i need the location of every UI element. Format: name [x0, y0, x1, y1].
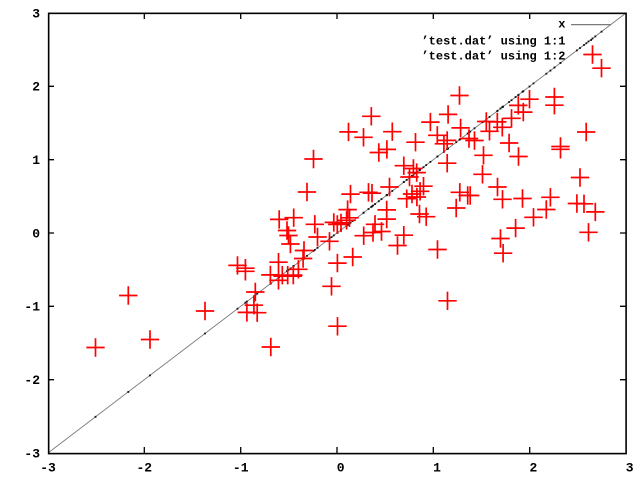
- svg-text:-3: -3: [24, 446, 40, 461]
- svg-text:-3: -3: [40, 460, 56, 475]
- svg-text:2: 2: [32, 80, 40, 95]
- svg-text:-2: -2: [136, 460, 152, 475]
- svg-text:1: 1: [32, 153, 40, 168]
- svg-text:0: 0: [32, 226, 40, 241]
- svg-text:-2: -2: [24, 373, 40, 388]
- svg-text:x: x: [558, 18, 565, 32]
- svg-text:’test.dat’ using 1:1: ’test.dat’ using 1:1: [421, 34, 565, 48]
- svg-text:0: 0: [337, 460, 345, 475]
- svg-text:’test.dat’ using 1:2: ’test.dat’ using 1:2: [421, 50, 565, 64]
- svg-text:3: 3: [32, 6, 40, 21]
- svg-text:-1: -1: [24, 300, 40, 315]
- svg-text:1: 1: [433, 460, 441, 475]
- svg-text:2: 2: [529, 460, 537, 475]
- svg-text:-1: -1: [233, 460, 249, 475]
- svg-text:3: 3: [626, 460, 634, 475]
